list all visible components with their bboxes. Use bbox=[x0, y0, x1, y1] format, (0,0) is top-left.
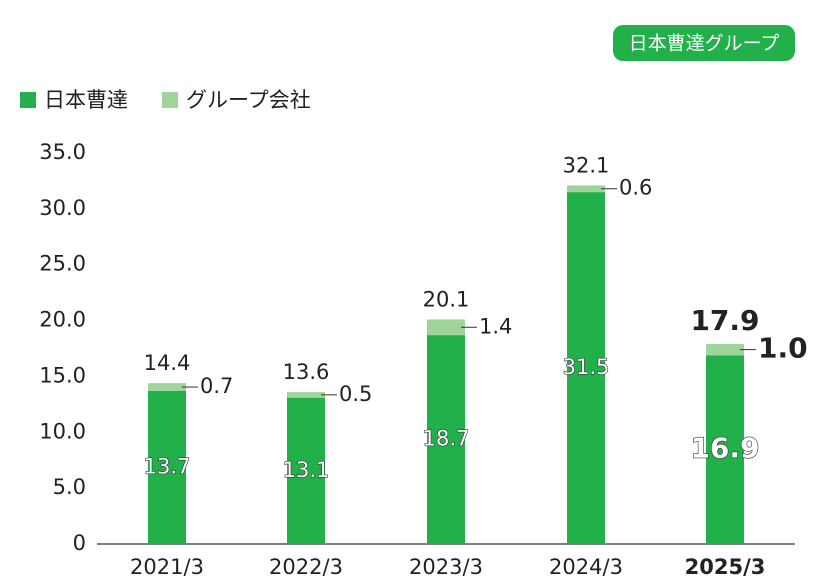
y-tick-label: 0 bbox=[73, 531, 86, 555]
x-tick-label: 2022/3 bbox=[269, 555, 343, 579]
bar-segment bbox=[148, 390, 186, 544]
bar-segment bbox=[427, 319, 465, 336]
badge: 日本曹達グループ bbox=[629, 33, 780, 55]
segment-label: 18.7 bbox=[423, 427, 470, 451]
bar-segment bbox=[706, 355, 744, 544]
legend-label: グループ会社 bbox=[186, 88, 311, 112]
segment-label: 1.4 bbox=[479, 314, 512, 338]
segment-label: 1.0 bbox=[758, 332, 808, 365]
segment-label: 0.7 bbox=[200, 374, 233, 398]
y-tick-label: 15.0 bbox=[39, 363, 86, 387]
total-label: 20.1 bbox=[423, 287, 470, 311]
y-tick-label: 20.0 bbox=[39, 308, 86, 332]
segment-label: 0.6 bbox=[619, 176, 652, 200]
x-tick-label: 2024/3 bbox=[549, 555, 623, 579]
legend-label: 日本曹達 bbox=[44, 88, 128, 112]
x-tick-label: 2025/3 bbox=[685, 555, 766, 579]
total-label: 32.1 bbox=[563, 153, 610, 177]
bar-segment bbox=[287, 397, 325, 544]
segment-label: 13.7 bbox=[144, 454, 191, 478]
bar-segment bbox=[567, 192, 605, 544]
segment-label: 13.1 bbox=[283, 458, 330, 482]
total-label: 17.9 bbox=[690, 304, 759, 337]
y-tick-label: 5.0 bbox=[53, 475, 86, 499]
bar-segment bbox=[148, 383, 186, 391]
segment-label: 0.5 bbox=[339, 382, 372, 406]
badge-bg bbox=[613, 25, 795, 61]
y-tick-label: 30.0 bbox=[39, 196, 86, 220]
x-tick-label: 2021/3 bbox=[130, 555, 204, 579]
x-tick-label: 2023/3 bbox=[409, 555, 483, 579]
y-tick-label: 10.0 bbox=[39, 419, 86, 443]
total-label: 13.6 bbox=[283, 360, 330, 384]
y-tick-label: 35.0 bbox=[39, 140, 86, 164]
bar-segment bbox=[567, 185, 605, 193]
bar-segment bbox=[427, 335, 465, 544]
legend-swatch bbox=[20, 92, 36, 108]
total-label: 14.4 bbox=[144, 351, 191, 375]
segment-label: 31.5 bbox=[563, 355, 610, 379]
bar-segment bbox=[706, 344, 744, 356]
segment-label: 16.9 bbox=[690, 432, 759, 465]
legend-swatch bbox=[162, 92, 178, 108]
y-tick-label: 25.0 bbox=[39, 252, 86, 276]
bar-segment bbox=[287, 392, 325, 398]
